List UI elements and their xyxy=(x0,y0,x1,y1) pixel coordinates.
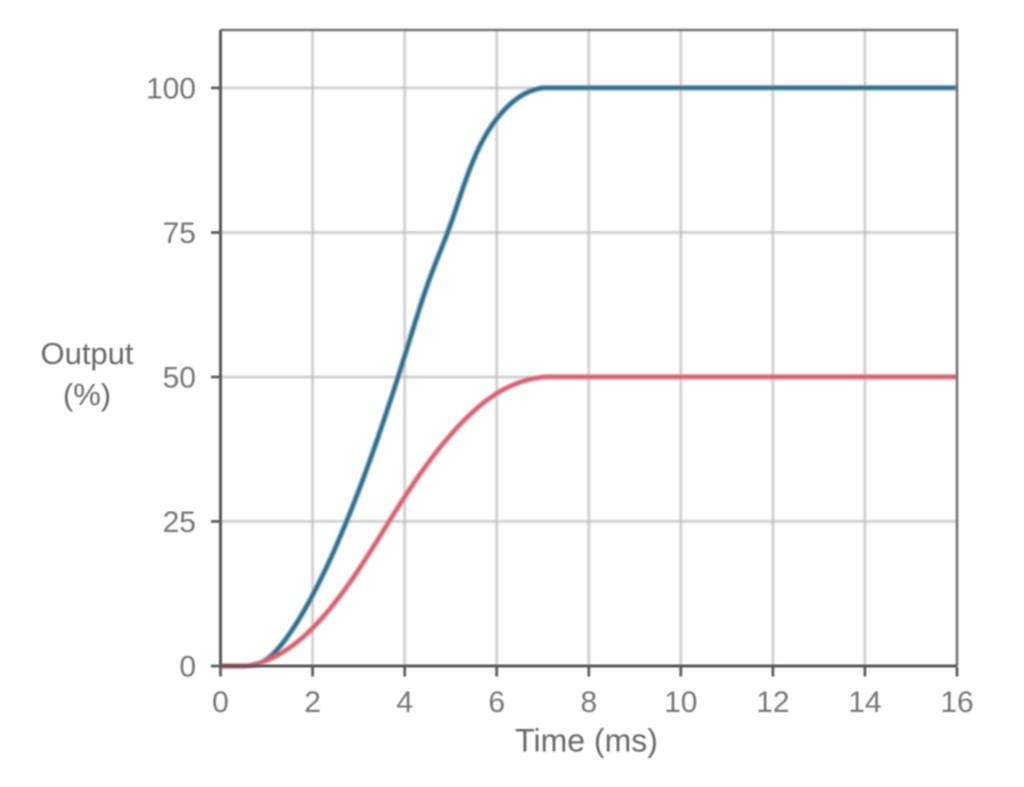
svg-text:14: 14 xyxy=(848,686,881,719)
svg-text:8: 8 xyxy=(580,686,597,719)
svg-text:100: 100 xyxy=(146,72,196,105)
svg-text:25: 25 xyxy=(163,506,196,539)
svg-text:6: 6 xyxy=(488,686,505,719)
svg-text:0: 0 xyxy=(212,686,229,719)
svg-text:50: 50 xyxy=(163,362,196,395)
svg-text:Time (ms): Time (ms) xyxy=(515,723,658,759)
svg-text:0: 0 xyxy=(179,651,196,684)
svg-text:4: 4 xyxy=(396,686,413,719)
svg-text:10: 10 xyxy=(664,686,697,719)
svg-text:2: 2 xyxy=(304,686,321,719)
svg-text:Output: Output xyxy=(40,336,133,371)
svg-text:75: 75 xyxy=(163,217,196,250)
svg-text:(%): (%) xyxy=(63,377,111,412)
svg-text:12: 12 xyxy=(756,686,789,719)
svg-text:16: 16 xyxy=(940,686,973,719)
